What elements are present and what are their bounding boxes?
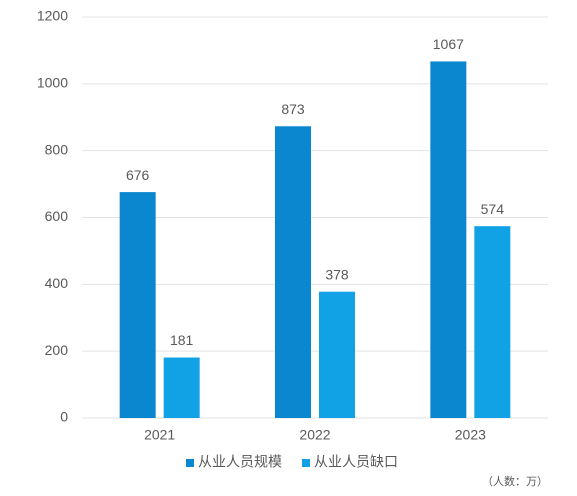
y-tick-label: 600 xyxy=(45,208,69,224)
y-tick-label: 1200 xyxy=(37,8,68,24)
data-label: 873 xyxy=(281,101,305,117)
x-tick-label: 2021 xyxy=(144,427,175,443)
y-tick-label: 800 xyxy=(45,141,69,157)
bar xyxy=(474,226,511,418)
data-label: 676 xyxy=(126,167,150,183)
y-tick-label: 0 xyxy=(60,409,68,425)
data-label: 378 xyxy=(325,266,349,282)
y-tick-label: 1000 xyxy=(37,75,68,91)
bar xyxy=(430,61,467,419)
bar xyxy=(319,291,355,418)
legend-swatch xyxy=(186,459,194,467)
bar xyxy=(163,357,200,418)
legend-swatch xyxy=(302,459,310,467)
x-tick-label: 2022 xyxy=(299,427,330,443)
y-tick-label: 200 xyxy=(45,342,69,358)
legend-label: 从业人员规模 xyxy=(198,454,282,470)
data-label: 181 xyxy=(170,332,194,348)
unit-note: （人数：万） xyxy=(482,475,548,488)
x-tick-label: 2023 xyxy=(455,427,486,443)
y-tick-label: 400 xyxy=(45,275,69,291)
bar xyxy=(275,126,311,419)
legend-label: 从业人员缺口 xyxy=(314,454,398,470)
data-label: 1067 xyxy=(433,36,464,52)
bar xyxy=(119,192,156,418)
data-label: 574 xyxy=(481,201,505,217)
